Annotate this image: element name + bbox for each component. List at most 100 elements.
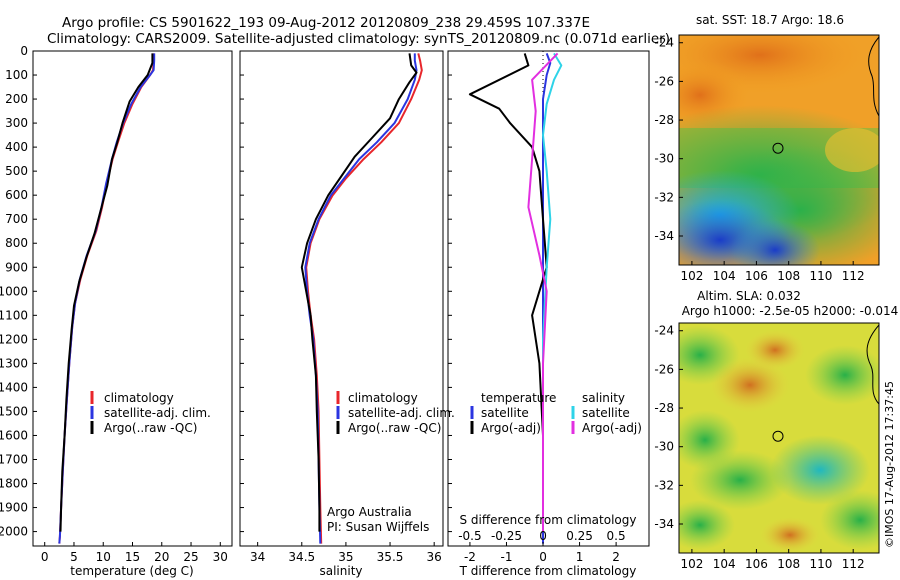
x-tick-label: 15 xyxy=(125,550,140,564)
x-tick-label: 34.5 xyxy=(288,550,315,564)
sst-map-title: sat. SST: 18.7 Argo: 18.6 xyxy=(696,13,844,27)
difference-series xyxy=(468,51,563,546)
depth-tick-label: 600 xyxy=(5,188,28,202)
credit-line1: Argo Australia xyxy=(327,505,412,519)
map-x-tick-label: 108 xyxy=(777,557,800,571)
depth-tick-label: 200 xyxy=(5,92,28,106)
sla-green-patch xyxy=(805,345,879,405)
depth-tick-label: 1300 xyxy=(0,356,28,370)
difference-legend: temperature satellite Argo(-adj) salinit… xyxy=(470,391,642,435)
legend-label-sal-argo: Argo(-adj) xyxy=(582,421,642,435)
figure-title-line2: Climatology: CARS2009. Satellite-adjuste… xyxy=(47,31,670,47)
map-y-tick-label: -32 xyxy=(654,190,674,204)
depth-tick-label: 1700 xyxy=(0,452,28,466)
map-y-tick-label: -30 xyxy=(654,440,674,454)
sla-green-patch xyxy=(820,490,879,550)
legend-label-satellite: satellite-adj. clim. xyxy=(348,406,455,420)
depth-tick-label: 500 xyxy=(5,164,28,178)
series-line-climatology xyxy=(58,53,155,544)
difference-top-axis: -0.5 -0.25 0 0.25 0.5 xyxy=(458,529,625,543)
sla-orange-patch xyxy=(745,330,805,370)
argo-location-marker xyxy=(772,142,784,154)
depth-tick-label: 900 xyxy=(5,260,28,274)
depth-tick-label: 400 xyxy=(5,140,28,154)
temperature-legend: climatology satellite-adj. clim. Argo(..… xyxy=(90,391,211,435)
sst-coastline xyxy=(868,36,879,117)
difference-panel-frame xyxy=(447,50,650,547)
x-tick-label: 36 xyxy=(427,550,442,564)
depth-tick-label: 1100 xyxy=(0,308,28,322)
series-line-salinity-argo-adj- xyxy=(527,52,559,532)
map-y-tick-label: -24 xyxy=(654,36,674,50)
sla-map-title-line1: Altim. SLA: 0.032 xyxy=(697,289,801,303)
series-line-climatology xyxy=(305,53,423,544)
map-y-tick-label: -32 xyxy=(654,478,674,492)
top-tick-label: -0.5 xyxy=(458,529,481,543)
map-y-tick-label: -26 xyxy=(654,362,674,376)
map-y-tick-label: -24 xyxy=(654,324,674,338)
sla-coastline xyxy=(866,324,879,405)
map-x-tick-label: 104 xyxy=(713,557,736,571)
depth-tick-label: 100 xyxy=(5,68,28,82)
difference-x-axis: -2 -1 0 1 2 xyxy=(464,542,620,564)
legend-label-climatology: climatology xyxy=(104,391,174,405)
depth-tick-label: 0 xyxy=(20,44,28,58)
depth-tick-label: 1800 xyxy=(0,477,28,491)
map-y-tick-label: -34 xyxy=(654,229,674,243)
depth-tick-label: 1400 xyxy=(0,380,28,394)
map-x-tick-label: 106 xyxy=(745,557,768,571)
x-tick-label: 5 xyxy=(70,550,78,564)
top-tick-label: 0.25 xyxy=(566,529,593,543)
figure-title-line1: Argo profile: CS 5901622_193 09-Aug-2012… xyxy=(62,15,590,31)
credit-line2: PI: Susan Wijffels xyxy=(327,520,429,534)
depth-tick-label: 700 xyxy=(5,212,28,226)
x-tick-label: 10 xyxy=(96,550,111,564)
sst-yellow-patch xyxy=(825,128,879,172)
top-tick-label: -0.25 xyxy=(491,529,522,543)
depth-tick-label: 1500 xyxy=(0,404,28,418)
sla-cyan-patch xyxy=(770,435,870,505)
series-line-satellite-adj-clim- xyxy=(58,53,156,544)
top-tick-label: 0.5 xyxy=(607,529,626,543)
legend-label-temp-argo: Argo(-adj) xyxy=(481,421,541,435)
depth-tick-label: 1600 xyxy=(0,428,28,442)
legend-label-argo: Argo(..raw -QC) xyxy=(348,421,441,435)
salinity-panel-frame xyxy=(239,50,444,547)
series-line-satellite-adj-clim- xyxy=(304,53,418,544)
x-tick-label: 25 xyxy=(183,550,198,564)
depth-tick-label: 1200 xyxy=(0,332,28,346)
salinity-x-axis: 34 34.5 35 35.5 36 xyxy=(250,542,442,564)
x-tick-label: 35.5 xyxy=(377,550,404,564)
difference-x-label: T difference from climatology xyxy=(459,564,637,578)
legend-label-satellite: satellite-adj. clim. xyxy=(104,406,211,420)
x-tick-label: 35 xyxy=(338,550,353,564)
map-x-tick-label: 110 xyxy=(809,269,832,283)
map-x-tick-label: 110 xyxy=(809,557,832,571)
x-tick-label: -1 xyxy=(500,550,512,564)
sla-map xyxy=(679,323,879,553)
salinity-legend: climatology satellite-adj. clim. Argo(..… xyxy=(336,391,455,435)
salinity-x-label: salinity xyxy=(319,564,362,578)
temperature-x-label: temperature (deg C) xyxy=(70,564,193,578)
sla-map-frame xyxy=(678,322,880,554)
sla-map-axes: 102 104 106 108 110 112 -24 -26 -28 -30 -32 -34 xyxy=(654,324,864,571)
imos-watermark: ©IMOS 17-Aug-2012 17:37:45 xyxy=(883,381,896,548)
map-x-tick-label: 106 xyxy=(745,269,768,283)
x-tick-label: -2 xyxy=(464,550,476,564)
map-y-tick-label: -34 xyxy=(654,517,674,531)
legend-title-temperature: temperature xyxy=(481,391,556,405)
depth-tick-label: 2000 xyxy=(0,525,28,539)
argo-location-marker xyxy=(772,430,784,442)
map-x-tick-label: 112 xyxy=(842,557,865,571)
temperature-series xyxy=(58,53,156,544)
salinity-series xyxy=(300,53,423,544)
x-tick-label: 2 xyxy=(612,550,620,564)
sla-green-patch xyxy=(679,500,735,550)
x-tick-label: 0 xyxy=(539,550,547,564)
legend-label-climatology: climatology xyxy=(348,391,418,405)
map-y-tick-label: -26 xyxy=(654,74,674,88)
series-line-temperature-argo-adj- xyxy=(468,53,548,532)
x-tick-label: 30 xyxy=(213,550,228,564)
map-x-tick-label: 102 xyxy=(680,557,703,571)
